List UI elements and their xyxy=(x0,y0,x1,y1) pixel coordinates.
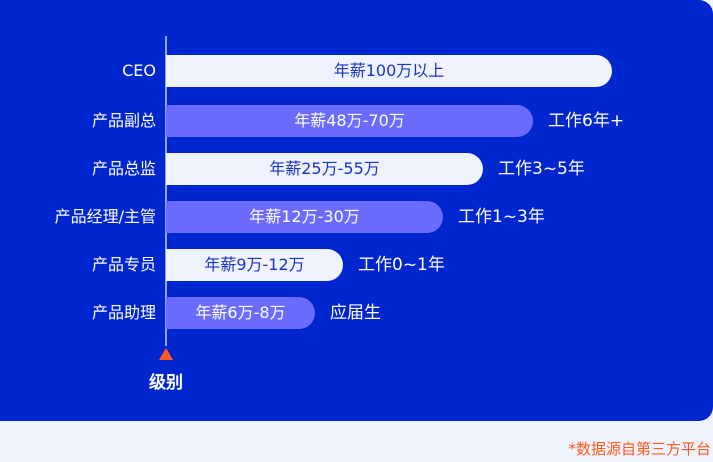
level-row: CEO 年薪100万以上 xyxy=(0,55,713,87)
salary-bar: 年薪9万-12万 xyxy=(166,249,343,281)
salary-panel: 级别 CEO 年薪100万以上 产品副总 年薪48万-70万 工作6年+ 产品总… xyxy=(0,0,713,421)
experience-label: 工作0~1年 xyxy=(358,255,445,275)
level-label: 产品经理/主管 xyxy=(54,207,156,226)
salary-bar: 年薪12万-30万 xyxy=(166,201,443,233)
level-row: 产品助理 年薪6万-8万 应届生 xyxy=(0,297,713,329)
salary-bar: 年薪48万-70万 xyxy=(166,105,533,137)
level-row: 产品经理/主管 年薪12万-30万 工作1~3年 xyxy=(0,201,713,233)
level-axis-line xyxy=(165,36,167,346)
salary-bar: 年薪6万-8万 xyxy=(166,297,315,329)
level-label: 产品专员 xyxy=(91,255,156,274)
level-label: 产品副总 xyxy=(91,111,156,130)
experience-label: 工作1~3年 xyxy=(458,207,545,227)
level-row: 产品总监 年薪25万-55万 工作3~5年 xyxy=(0,153,713,185)
experience-label: 工作3~5年 xyxy=(498,159,585,179)
level-label: 产品总监 xyxy=(91,159,156,178)
level-row: 产品副总 年薪48万-70万 工作6年+ xyxy=(0,105,713,137)
level-label: 产品助理 xyxy=(91,303,156,322)
experience-label: 工作6年+ xyxy=(548,111,625,131)
experience-label: 应届生 xyxy=(330,303,381,323)
axis-label: 级别 xyxy=(149,373,183,393)
salary-bar: 年薪100万以上 xyxy=(166,55,612,87)
level-row: 产品专员 年薪9万-12万 工作0~1年 xyxy=(0,249,713,281)
level-label: CEO xyxy=(122,61,156,80)
data-source-footnote: *数据源自第三方平台 xyxy=(568,440,711,458)
salary-bar: 年薪25万-55万 xyxy=(166,153,483,185)
triangle-up-icon xyxy=(159,348,173,360)
